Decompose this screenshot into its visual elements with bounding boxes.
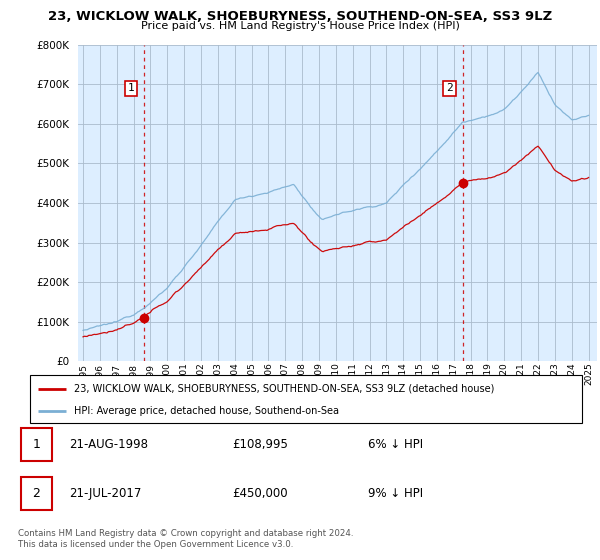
Text: 1: 1 [32, 438, 40, 451]
Text: This data is licensed under the Open Government Licence v3.0.: This data is licensed under the Open Gov… [18, 540, 293, 549]
Text: £450,000: £450,000 [232, 487, 288, 500]
Text: 6% ↓ HPI: 6% ↓ HPI [368, 438, 423, 451]
Text: Contains HM Land Registry data © Crown copyright and database right 2024.: Contains HM Land Registry data © Crown c… [18, 529, 353, 538]
Text: 1: 1 [127, 83, 134, 94]
Text: Price paid vs. HM Land Registry's House Price Index (HPI): Price paid vs. HM Land Registry's House … [140, 21, 460, 31]
Text: 21-JUL-2017: 21-JUL-2017 [69, 487, 141, 500]
Text: 21-AUG-1998: 21-AUG-1998 [69, 438, 148, 451]
Text: HPI: Average price, detached house, Southend-on-Sea: HPI: Average price, detached house, Sout… [74, 406, 339, 416]
Text: 23, WICKLOW WALK, SHOEBURYNESS, SOUTHEND-ON-SEA, SS3 9LZ: 23, WICKLOW WALK, SHOEBURYNESS, SOUTHEND… [48, 10, 552, 22]
Text: 9% ↓ HPI: 9% ↓ HPI [368, 487, 423, 500]
Text: 2: 2 [446, 83, 453, 94]
FancyBboxPatch shape [21, 477, 52, 510]
FancyBboxPatch shape [21, 428, 52, 461]
Text: £108,995: £108,995 [232, 438, 288, 451]
Text: 2: 2 [32, 487, 40, 500]
Text: 23, WICKLOW WALK, SHOEBURYNESS, SOUTHEND-ON-SEA, SS3 9LZ (detached house): 23, WICKLOW WALK, SHOEBURYNESS, SOUTHEND… [74, 384, 494, 394]
